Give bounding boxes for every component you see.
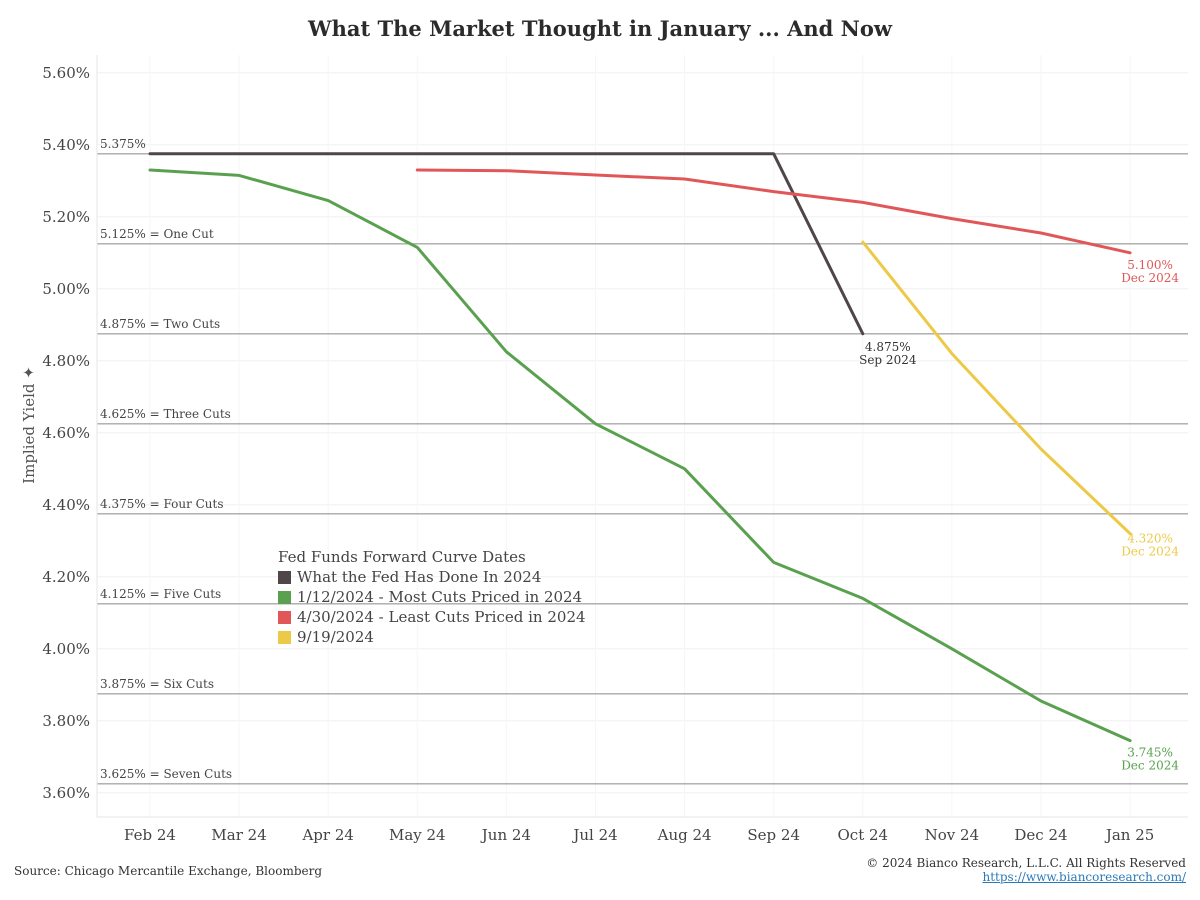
data-label: 5.100% [1127, 258, 1173, 272]
legend-swatch [278, 590, 291, 604]
y-tick-label: 4.00% [42, 640, 90, 658]
legend-swatch [278, 570, 291, 584]
legend-item-fed-done[interactable]: What the Fed Has Done In 2024 [278, 567, 586, 587]
x-tick-label: Nov 24 [925, 826, 980, 844]
y-tick-label: 3.80% [42, 712, 90, 730]
y-tick-label: 4.20% [42, 568, 90, 586]
data-label: Dec 2024 [1121, 545, 1179, 559]
reference-line-label: 3.875% = Six Cuts [100, 677, 214, 691]
data-label: Dec 2024 [1121, 759, 1179, 773]
x-tick-label: Jul 24 [571, 826, 617, 844]
x-tick-label: Dec 24 [1014, 826, 1067, 844]
y-tick-label: 3.60% [42, 784, 90, 802]
copyright-text: © 2024 Bianco Research, L.L.C. All Right… [866, 856, 1186, 870]
x-tick-label: Feb 24 [124, 826, 176, 844]
x-tick-label: Jun 24 [480, 826, 531, 844]
legend-item-least-cuts[interactable]: 4/30/2024 - Least Cuts Priced in 2024 [278, 607, 586, 627]
legend-label: 4/30/2024 - Least Cuts Priced in 2024 [297, 608, 586, 626]
x-tick-label: Apr 24 [301, 826, 353, 844]
series-line [415, 168, 1132, 255]
data-label: 3.745% [1127, 746, 1173, 760]
chart-title: What The Market Thought in January ... A… [308, 16, 892, 41]
reference-line-label: 4.375% = Four Cuts [100, 497, 224, 511]
series-line [148, 168, 1132, 743]
data-label: 4.320% [1127, 532, 1173, 546]
legend-swatch [278, 630, 291, 644]
website-link[interactable]: https://www.biancoresearch.com/ [982, 870, 1186, 884]
legend-label: 9/19/2024 [297, 628, 374, 646]
source-note: Source: Chicago Mercantile Exchange, Blo… [14, 864, 323, 878]
reference-line-label: 5.375% [100, 137, 146, 151]
legend-item-sep-19[interactable]: 9/19/2024 [278, 627, 586, 647]
x-tick-label: Mar 24 [211, 826, 266, 844]
y-tick-label: 4.60% [42, 424, 90, 442]
reference-line-label: 4.125% = Five Cuts [100, 587, 221, 601]
series-line [861, 240, 1132, 536]
y-tick-label: 4.40% [42, 496, 90, 514]
y-tick-label: 5.60% [42, 64, 90, 82]
y-tick-label: 5.20% [42, 208, 90, 226]
x-tick-label: May 24 [389, 826, 446, 844]
legend-item-most-cuts[interactable]: 1/12/2024 - Most Cuts Priced in 2024 [278, 587, 586, 607]
y-tick-label: 5.00% [42, 280, 90, 298]
legend-title: Fed Funds Forward Curve Dates [278, 548, 526, 566]
y-axis-title: Implied Yield ✦ [20, 366, 38, 484]
x-tick-label: Sep 24 [747, 826, 800, 844]
data-label: Sep 2024 [859, 353, 917, 367]
copyright-block: © 2024 Bianco Research, L.L.C. All Right… [866, 856, 1186, 884]
legend-label: 1/12/2024 - Most Cuts Priced in 2024 [297, 588, 583, 606]
legend-label: What the Fed Has Done In 2024 [297, 568, 542, 586]
x-tick-label: Oct 24 [838, 826, 889, 844]
series-line [148, 152, 865, 336]
reference-line-label: 5.125% = One Cut [100, 227, 214, 241]
y-tick-label: 4.80% [42, 352, 90, 370]
data-label: 4.875% [865, 340, 911, 354]
x-tick-label: Jan 25 [1104, 826, 1154, 844]
reference-line-label: 3.625% = Seven Cuts [100, 767, 232, 781]
reference-line-label: 4.875% = Two Cuts [100, 317, 220, 331]
reference-line-label: 4.625% = Three Cuts [100, 407, 231, 421]
x-tick-label: Aug 24 [657, 826, 712, 844]
y-tick-label: 5.40% [42, 136, 90, 154]
legend-swatch [278, 610, 291, 624]
data-label: Dec 2024 [1121, 271, 1179, 285]
legend: Fed Funds Forward Curve Dates What the F… [278, 548, 586, 647]
